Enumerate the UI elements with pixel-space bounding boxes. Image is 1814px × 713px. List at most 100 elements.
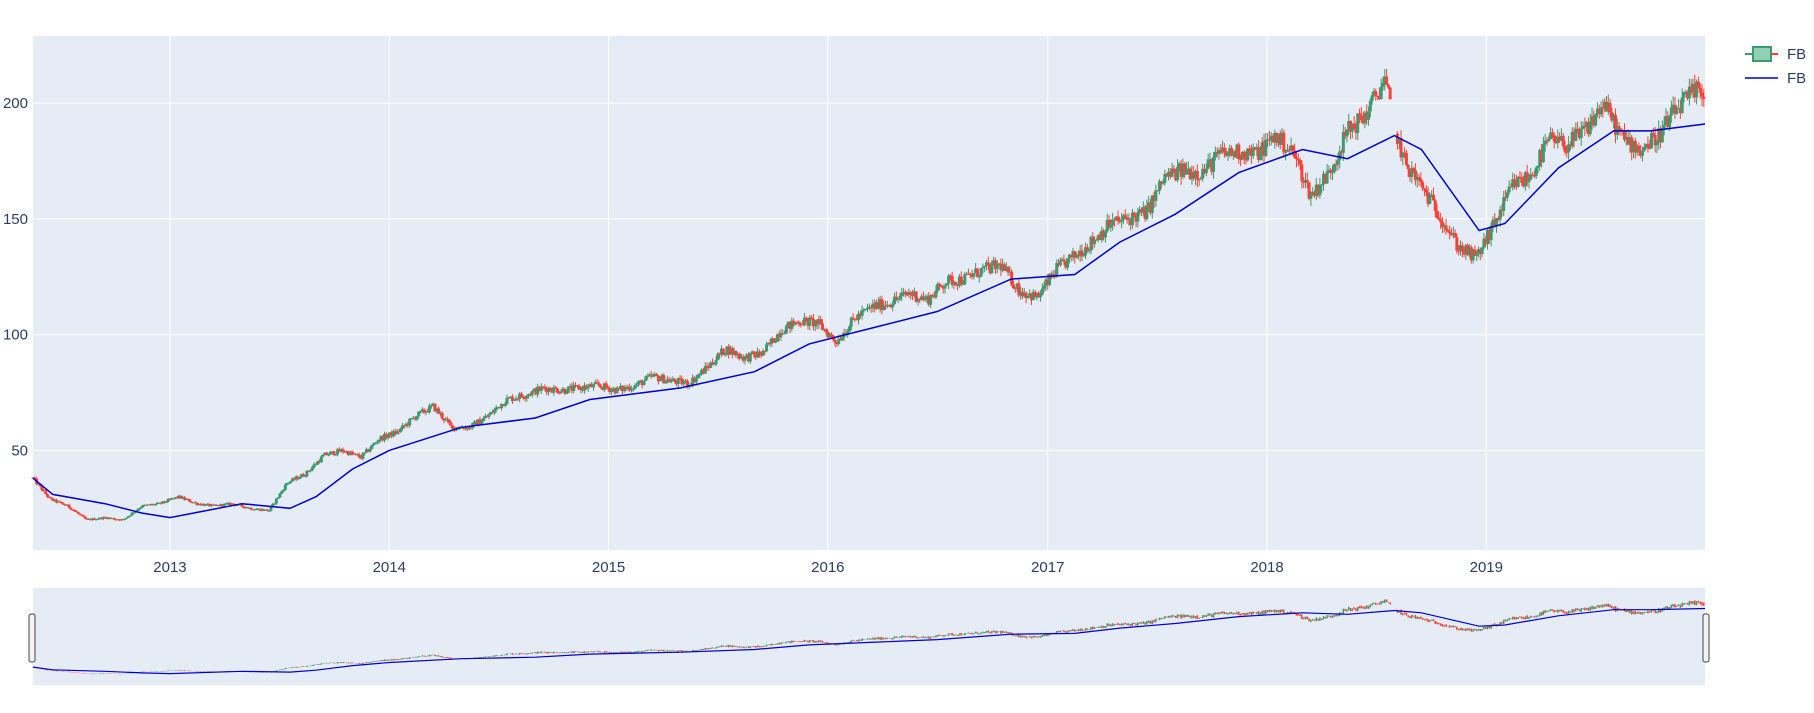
candle-body [226,502,230,504]
candle-body [83,516,87,519]
candle-body [1114,216,1118,221]
candle-body [885,304,889,307]
candle-body [1446,229,1450,232]
candle-body [1067,254,1071,259]
candle-body [559,391,563,393]
candle-body [721,348,725,356]
candle-body [62,503,66,505]
candle-body [779,333,783,338]
candle-body [1145,205,1149,219]
candle-body [114,519,118,521]
candle-body [1417,177,1421,179]
candle-body [1608,102,1612,113]
candle-body [653,373,657,375]
candle-body [382,433,386,441]
candle-body [633,385,637,389]
candle-body [869,306,873,309]
candle-body [1422,188,1426,190]
candle-body [738,353,742,359]
legend-item-candlestick[interactable]: FB [1745,46,1806,63]
candle-body [1028,293,1032,296]
candle-body [217,505,221,507]
candle-body [628,386,632,391]
slider-moving-average-line [32,607,1706,675]
candle-body [125,517,129,519]
candle-body [1365,112,1369,120]
candle-body [258,508,262,511]
candle-body [1543,140,1547,145]
candle-body [1431,194,1435,201]
candle-body [1159,181,1163,184]
candle-body [474,421,478,426]
candle-body [939,285,943,287]
candle-body [1595,108,1599,115]
candle-body [1300,164,1304,182]
candle-body [797,322,801,325]
candle-body [96,518,100,520]
candle-body [1231,151,1235,156]
candle-body [1534,167,1538,177]
candle-body [649,374,653,377]
candle-body [341,449,345,452]
candle-body [1071,251,1075,257]
candle-body [54,499,58,503]
candle-body [1617,126,1621,129]
candle-body [745,354,749,357]
candle-body [1013,288,1017,290]
candle-body [1659,128,1663,143]
candle-body [199,503,203,506]
candle-body [1222,147,1226,153]
candle-body [838,338,842,341]
candle-body [1172,168,1176,172]
candle-body [550,390,554,393]
candle-body [530,390,534,396]
candle-body [853,318,857,320]
candle-body [357,454,361,458]
candle-body [640,380,644,386]
candle-body [1116,216,1120,221]
candle-body [1385,76,1389,85]
candle-body [1224,152,1228,156]
candle-body [914,291,918,302]
range-slider-right-handle[interactable] [1702,613,1710,663]
range-slider-left-handle[interactable] [28,613,36,663]
candle-body [950,276,954,285]
candle-body [555,388,559,393]
candle-body [1352,123,1356,129]
candle-body [476,419,480,426]
candle-body [1381,82,1385,87]
candle-body [391,431,395,437]
candle-body [1477,249,1481,255]
candle-body [525,396,529,399]
x-tick-label: 2013 [153,559,186,576]
candle-body [1455,237,1459,251]
candle-body [784,325,788,334]
candle-body [1628,137,1632,145]
candle-body [316,461,320,465]
candle-body [718,353,722,355]
candle-body [651,374,655,377]
candle-body [116,519,120,521]
candle-body [1540,149,1544,163]
range-slider[interactable] [33,588,1705,685]
candle-body [1469,247,1473,261]
x-axis-ticks: 2013 2014 2015 2016 2017 2018 2019 [153,559,1503,576]
candle-body [1276,133,1280,143]
candle-body [975,268,979,277]
candle-body [557,392,561,394]
candle-body [546,387,550,393]
candle-body [1094,239,1098,241]
candle-body [352,453,356,455]
candle-body [1693,83,1697,98]
candle-body [1107,219,1111,228]
candle-body [1338,151,1342,161]
candle-body [130,512,134,516]
candle-body [1435,210,1439,218]
candle-body [1208,159,1212,161]
candle-body [213,504,217,506]
candle-body [763,350,767,352]
legend-item-line[interactable]: FB [1745,70,1806,87]
candle-body [1349,121,1353,132]
candle-body [1475,254,1479,256]
candle-body [1538,149,1542,166]
